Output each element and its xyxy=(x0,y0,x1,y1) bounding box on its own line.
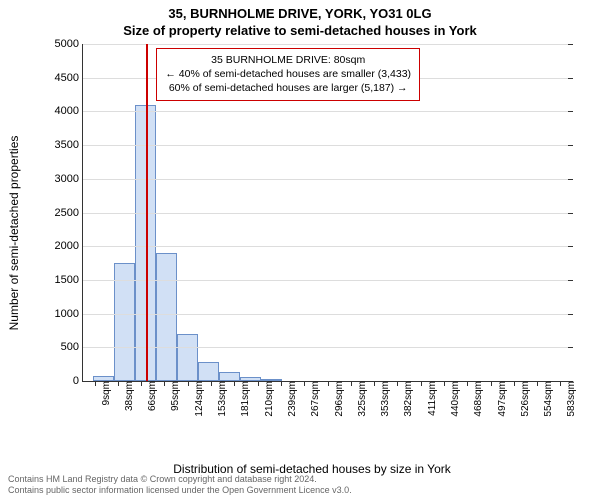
gridline xyxy=(83,280,572,281)
x-tick-label: 497sqm xyxy=(495,381,508,417)
y-tick-mark xyxy=(568,213,573,214)
y-tick-label: 4500 xyxy=(55,72,83,84)
x-tick-mark xyxy=(467,381,468,386)
x-tick-label: 440sqm xyxy=(448,381,461,417)
y-tick-mark xyxy=(568,246,573,247)
x-tick-label: 153sqm xyxy=(215,381,228,417)
gridline xyxy=(83,179,572,180)
x-tick-label: 124sqm xyxy=(192,381,205,417)
x-tick-mark xyxy=(491,381,492,386)
x-tick-mark xyxy=(374,381,375,386)
y-tick-mark xyxy=(568,44,573,45)
x-tick-mark xyxy=(281,381,282,386)
title-block: 35, BURNHOLME DRIVE, YORK, YO31 0LG Size… xyxy=(0,0,600,38)
x-tick-label: 210sqm xyxy=(262,381,275,417)
histogram-bar xyxy=(198,362,219,381)
x-tick-mark xyxy=(328,381,329,386)
x-tick-label: 554sqm xyxy=(541,381,554,417)
y-tick-label: 2000 xyxy=(55,240,83,252)
x-tick-mark xyxy=(234,381,235,386)
x-tick-label: 353sqm xyxy=(378,381,391,417)
x-tick-label: 382sqm xyxy=(401,381,414,417)
x-tick-mark xyxy=(141,381,142,386)
y-tick-label: 500 xyxy=(61,341,83,353)
chart-area: Number of semi-detached properties 05001… xyxy=(52,44,572,422)
x-tick-mark xyxy=(537,381,538,386)
y-tick-label: 1000 xyxy=(55,308,83,320)
y-tick-mark xyxy=(568,111,573,112)
gridline xyxy=(83,111,572,112)
y-tick-label: 2500 xyxy=(55,207,83,219)
x-tick-label: 468sqm xyxy=(471,381,484,417)
chart-title: 35, BURNHOLME DRIVE, YORK, YO31 0LG xyxy=(0,6,600,21)
chart-subtitle: Size of property relative to semi-detach… xyxy=(0,23,600,38)
x-tick-mark xyxy=(164,381,165,386)
x-tick-label: 181sqm xyxy=(238,381,251,417)
y-axis-label: Number of semi-detached properties xyxy=(7,136,21,331)
gridline xyxy=(83,213,572,214)
y-tick-label: 3000 xyxy=(55,173,83,185)
property-info-box: 35 BURNHOLME DRIVE: 80sqm← 40% of semi-d… xyxy=(156,48,420,101)
y-tick-label: 5000 xyxy=(55,38,83,50)
x-tick-label: 38sqm xyxy=(122,381,135,411)
x-tick-mark xyxy=(514,381,515,386)
x-tick-mark xyxy=(397,381,398,386)
y-tick-label: 4000 xyxy=(55,105,83,117)
x-tick-label: 239sqm xyxy=(285,381,298,417)
x-tick-label: 9sqm xyxy=(99,381,112,405)
info-box-line: ← 40% of semi-detached houses are smalle… xyxy=(165,67,411,81)
plot-area: 0500100015002000250030003500400045005000… xyxy=(82,44,572,382)
footer-attribution: Contains HM Land Registry data © Crown c… xyxy=(8,474,352,497)
gridline xyxy=(83,145,572,146)
x-tick-mark xyxy=(351,381,352,386)
y-tick-label: 1500 xyxy=(55,274,83,286)
x-tick-mark xyxy=(118,381,119,386)
histogram-bar xyxy=(156,253,177,381)
x-tick-mark xyxy=(95,381,96,386)
y-tick-mark xyxy=(568,347,573,348)
property-marker-line xyxy=(146,44,148,381)
x-tick-label: 411sqm xyxy=(425,381,438,416)
gridline xyxy=(83,246,572,247)
x-tick-label: 583sqm xyxy=(564,381,577,417)
y-tick-mark xyxy=(568,314,573,315)
x-tick-label: 296sqm xyxy=(332,381,345,417)
x-tick-label: 325sqm xyxy=(355,381,368,417)
y-tick-mark xyxy=(568,280,573,281)
x-tick-label: 66sqm xyxy=(145,381,158,411)
y-tick-mark xyxy=(568,78,573,79)
info-box-line: 60% of semi-detached houses are larger (… xyxy=(165,81,411,95)
y-tick-mark xyxy=(568,145,573,146)
footer-line-1: Contains HM Land Registry data © Crown c… xyxy=(8,474,352,485)
x-tick-label: 526sqm xyxy=(518,381,531,417)
y-tick-label: 3500 xyxy=(55,139,83,151)
footer-line-2: Contains public sector information licen… xyxy=(8,485,352,496)
histogram-bar xyxy=(219,372,240,381)
x-tick-mark xyxy=(304,381,305,386)
x-tick-label: 95sqm xyxy=(168,381,181,411)
info-box-line: 35 BURNHOLME DRIVE: 80sqm xyxy=(165,53,411,67)
x-tick-mark xyxy=(258,381,259,386)
x-tick-mark xyxy=(421,381,422,386)
x-tick-label: 267sqm xyxy=(308,381,321,417)
y-tick-mark xyxy=(568,179,573,180)
gridline xyxy=(83,44,572,45)
gridline xyxy=(83,314,572,315)
x-tick-mark xyxy=(444,381,445,386)
x-tick-mark xyxy=(560,381,561,386)
x-tick-mark xyxy=(211,381,212,386)
gridline xyxy=(83,347,572,348)
y-tick-label: 0 xyxy=(73,375,83,387)
x-tick-mark xyxy=(188,381,189,386)
histogram-bar xyxy=(177,334,198,381)
